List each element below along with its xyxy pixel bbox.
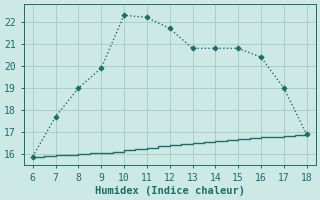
X-axis label: Humidex (Indice chaleur): Humidex (Indice chaleur) xyxy=(95,186,245,196)
